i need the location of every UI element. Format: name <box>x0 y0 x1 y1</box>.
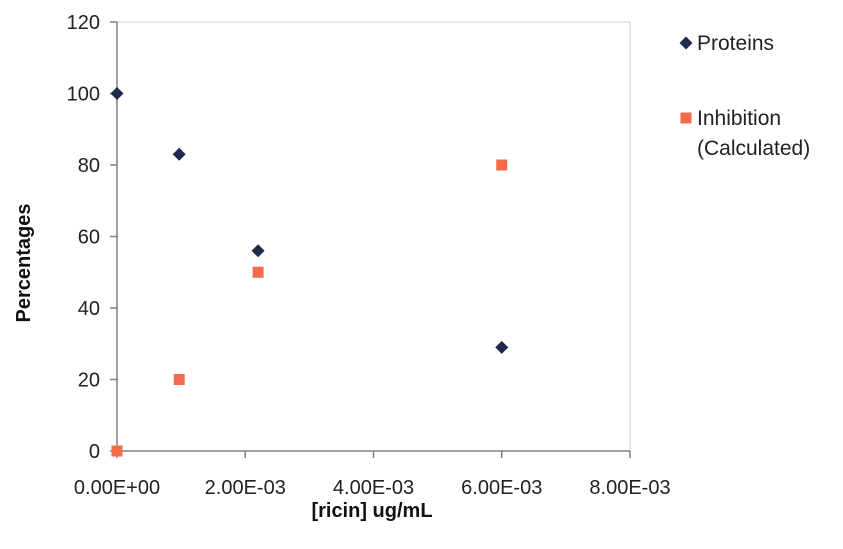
y-tick-label: 120 <box>67 12 100 34</box>
x-tick-label: 8.00E-03 <box>589 477 670 499</box>
inhibition-point <box>252 266 264 278</box>
legend-label: Inhibition <box>697 107 781 130</box>
x-tick-label: 6.00E-03 <box>461 477 542 499</box>
y-tick-label: 100 <box>67 84 100 106</box>
proteins-point <box>110 87 124 100</box>
data-points <box>110 87 509 457</box>
x-tick-label: 4.00E-03 <box>333 477 414 499</box>
plot-area <box>116 21 631 452</box>
y-axis-title: Percentages <box>13 204 35 323</box>
inhibition-point <box>173 374 185 385</box>
y-tick-label: 40 <box>78 298 100 320</box>
legend-inhibition-marker <box>680 112 692 124</box>
inhibition-point <box>496 159 508 171</box>
proteins-point <box>172 147 186 161</box>
proteins-point <box>495 340 509 354</box>
inhibition-point <box>111 445 123 457</box>
x-axis-title: [ricin] ug/mL <box>311 500 432 522</box>
y-tick-label: 60 <box>78 227 100 249</box>
legend-label: (Calculated) <box>697 137 810 160</box>
legend-proteins-marker <box>679 36 693 50</box>
y-tick-label: 20 <box>78 370 100 392</box>
legend-label: Proteins <box>697 32 774 55</box>
legend: Proteins Inhibition (Calculated) <box>679 32 810 160</box>
y-tick-label: 80 <box>78 155 100 177</box>
axes: 0 20 40 60 80 100 120 0.00E+00 2.00E-03 4.00E-03 6… <box>67 12 671 499</box>
plot-border <box>116 21 631 452</box>
x-tick-label: 2.00E-03 <box>205 477 286 499</box>
y-tick-label: 0 <box>89 441 100 463</box>
proteins-point <box>251 244 265 258</box>
x-tick-label: 0.00E+00 <box>74 477 160 499</box>
